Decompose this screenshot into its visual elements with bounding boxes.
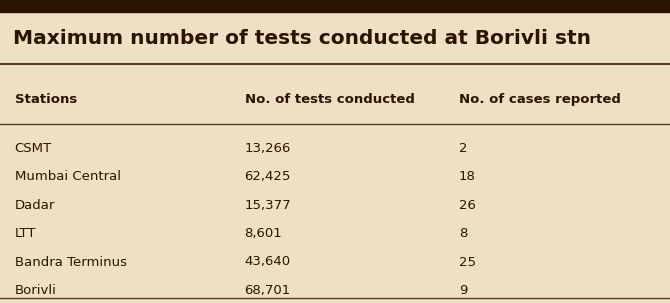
Text: 9: 9 — [459, 284, 467, 297]
Text: CSMT: CSMT — [15, 142, 52, 155]
Text: LTT: LTT — [15, 227, 36, 240]
Text: 18: 18 — [459, 170, 476, 183]
Text: 26: 26 — [459, 198, 476, 211]
Text: Maximum number of tests conducted at Borivli stn: Maximum number of tests conducted at Bor… — [13, 28, 591, 48]
Text: 8: 8 — [459, 227, 467, 240]
Text: 2: 2 — [459, 142, 468, 155]
Text: Borivli: Borivli — [15, 284, 56, 297]
Text: Dadar: Dadar — [15, 198, 55, 211]
Text: 13,266: 13,266 — [245, 142, 291, 155]
Text: 68,701: 68,701 — [245, 284, 291, 297]
Text: No. of cases reported: No. of cases reported — [459, 92, 621, 105]
Text: 25: 25 — [459, 255, 476, 268]
Text: 8,601: 8,601 — [245, 227, 282, 240]
Bar — [0, 0, 670, 12]
Text: 43,640: 43,640 — [245, 255, 291, 268]
Text: 62,425: 62,425 — [245, 170, 291, 183]
Text: 15,377: 15,377 — [245, 198, 291, 211]
Text: Stations: Stations — [15, 92, 77, 105]
Text: No. of tests conducted: No. of tests conducted — [245, 92, 415, 105]
Text: Bandra Terminus: Bandra Terminus — [15, 255, 127, 268]
Text: Mumbai Central: Mumbai Central — [15, 170, 121, 183]
